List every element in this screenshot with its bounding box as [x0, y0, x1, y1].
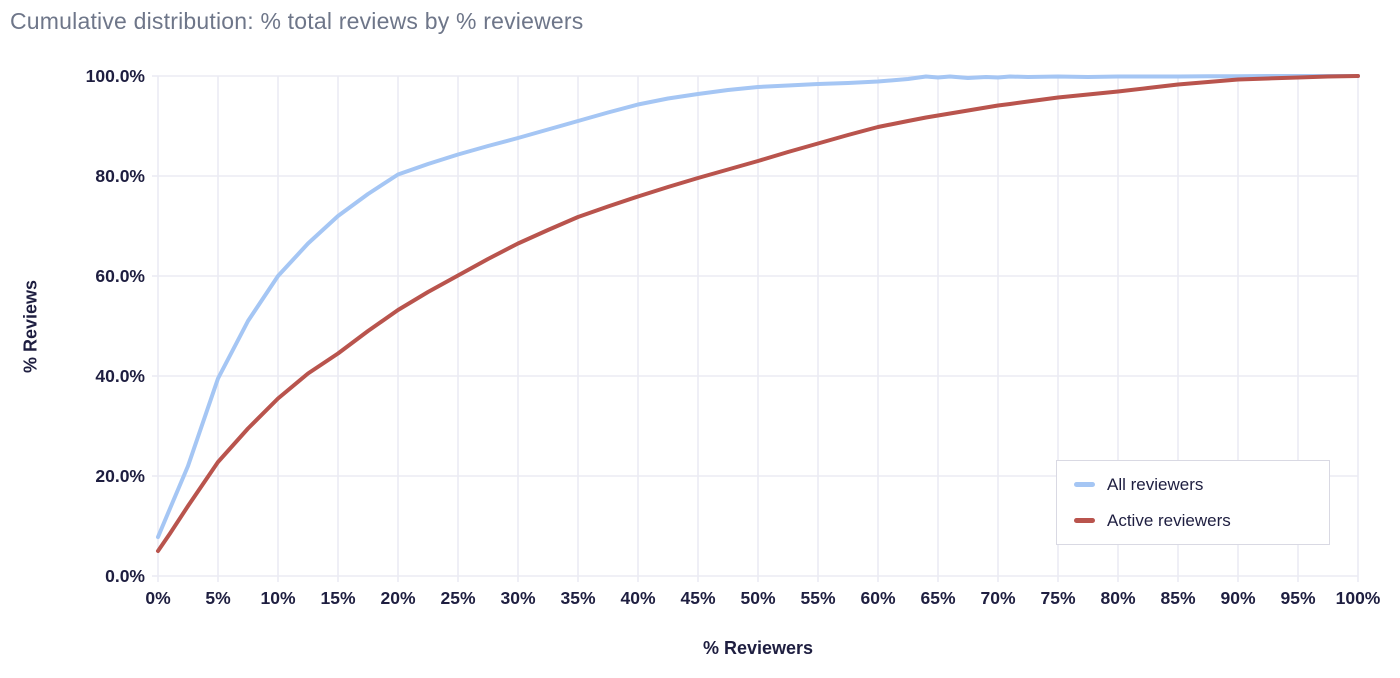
- x-tick-label: 95%: [1280, 588, 1315, 608]
- series-line-all-reviewers: [156, 74, 1360, 539]
- x-tick-label: 40%: [620, 588, 655, 608]
- y-tick-label: 20.0%: [95, 466, 145, 486]
- y-tick-label: 0.0%: [105, 566, 145, 586]
- chart-legend: All reviewers Active reviewers: [1056, 460, 1330, 545]
- legend-item-all-reviewers[interactable]: All reviewers: [1074, 475, 1329, 495]
- x-tick-label: 10%: [260, 588, 295, 608]
- x-tick-label: 85%: [1160, 588, 1195, 608]
- active-reviewers-swatch-icon: [1074, 518, 1095, 523]
- x-tick-label: 45%: [680, 588, 715, 608]
- x-tick-label: 50%: [740, 588, 775, 608]
- x-tick-label: 5%: [205, 588, 231, 608]
- x-tick-label: 80%: [1100, 588, 1135, 608]
- x-tick-label: 55%: [800, 588, 835, 608]
- y-tick-label: 80.0%: [95, 166, 145, 186]
- series-line-active-reviewers: [156, 74, 1360, 553]
- legend-label-all-reviewers: All reviewers: [1107, 474, 1204, 494]
- x-axis-title: % Reviewers: [702, 638, 814, 658]
- legend-label-active-reviewers: Active reviewers: [1107, 510, 1231, 530]
- x-tick-label: 20%: [380, 588, 415, 608]
- y-tick-label: 40.0%: [95, 366, 145, 386]
- x-tick-label: 0%: [145, 588, 171, 608]
- y-tick-label: 60.0%: [95, 266, 145, 286]
- chart-title: Cumulative distribution: % total reviews…: [10, 8, 584, 34]
- x-tick-label: 35%: [560, 588, 595, 608]
- x-tick-label: 15%: [320, 588, 355, 608]
- y-axis-title: % Reviews: [20, 279, 41, 374]
- x-tick-label: 25%: [440, 588, 475, 608]
- y-tick-label: 100.0%: [86, 66, 146, 86]
- x-tick-label: 60%: [860, 588, 895, 608]
- x-tick-label: 75%: [1040, 588, 1075, 608]
- all-reviewers-swatch-icon: [1074, 482, 1095, 487]
- x-tick-label: 65%: [920, 588, 955, 608]
- x-tick-label: 30%: [500, 588, 535, 608]
- x-tick-label: 70%: [980, 588, 1015, 608]
- x-tick-label: 100%: [1336, 588, 1381, 608]
- x-tick-label: 90%: [1220, 588, 1255, 608]
- legend-item-active-reviewers[interactable]: Active reviewers: [1074, 511, 1329, 531]
